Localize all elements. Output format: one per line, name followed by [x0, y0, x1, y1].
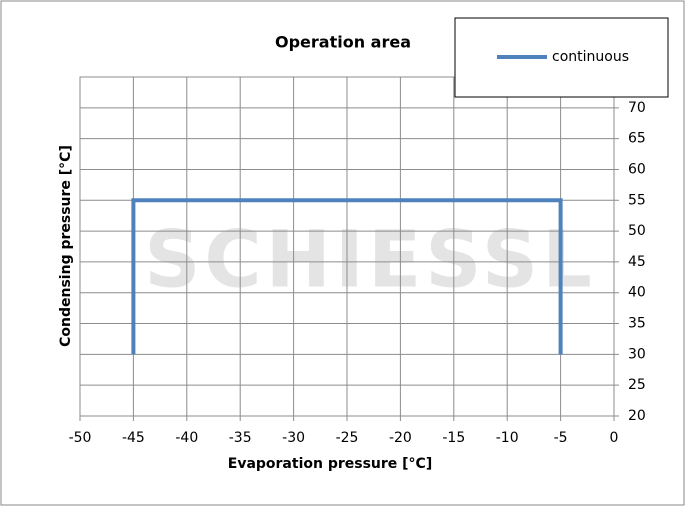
x-tick-label: -50 — [69, 430, 92, 446]
legend-box — [454, 17, 669, 98]
y-tick-label: 70 — [628, 100, 646, 116]
y-tick-label: 65 — [628, 131, 646, 147]
y-tick-label: 55 — [628, 192, 646, 208]
y-tick-label: 40 — [628, 285, 646, 301]
x-tick-label: -45 — [122, 430, 145, 446]
x-tick-label: -30 — [282, 430, 305, 446]
x-axis-label: Evaporation pressure [°C] — [228, 456, 432, 472]
x-tick-label: -5 — [554, 430, 568, 446]
y-tick-label: 50 — [628, 223, 646, 239]
x-tick-label: 0 — [610, 430, 619, 446]
x-tick-label: -10 — [496, 430, 519, 446]
x-tick-label: -40 — [175, 430, 198, 446]
series-line — [131, 198, 563, 355]
y-tick-label: 25 — [628, 377, 646, 393]
x-tick-label: -20 — [389, 430, 412, 446]
y-tick-label: 45 — [628, 254, 646, 270]
y-tick-label: 20 — [628, 408, 646, 424]
x-tick-label: -25 — [336, 430, 359, 446]
x-tick-label: -15 — [442, 430, 465, 446]
y-tick-label: 30 — [628, 346, 646, 362]
watermark: SCHIESSL — [144, 215, 596, 305]
chart-title: Operation area — [275, 33, 411, 52]
x-tick-label: -35 — [229, 430, 252, 446]
y-axis-label: Condensing pressure [°C] — [58, 145, 74, 347]
legend-label: continuous — [552, 49, 629, 65]
y-tick-label: 60 — [628, 161, 646, 177]
y-tick-label: 35 — [628, 316, 646, 332]
